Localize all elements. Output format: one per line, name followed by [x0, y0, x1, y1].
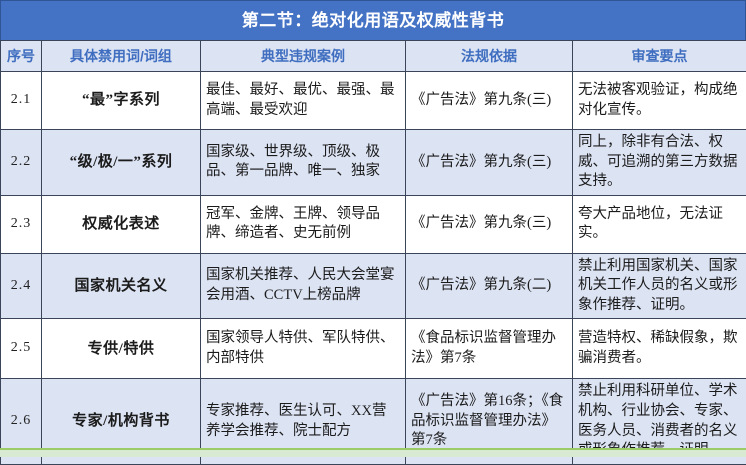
- cell-case: 国家级、世界级、顶级、极品、第一品牌、唯一、独家: [201, 130, 406, 196]
- cell-no: 2.5: [1, 319, 42, 379]
- cell-word: “最”字系列: [42, 72, 201, 130]
- cell-no: 2.2: [1, 130, 42, 196]
- column-header-word: 具体禁用词/词组: [42, 41, 201, 72]
- table-header-row: 序号 具体禁用词/词组 典型违规案例 法规依据 审查要点: [1, 41, 746, 72]
- cell-word: “级/极/一”系列: [42, 130, 201, 196]
- cell-review: 夸大产品地位，无法证实。: [573, 195, 746, 253]
- cell-no: 2.3: [1, 195, 42, 253]
- cell-law: 《食品标识监督管理办法》第7条: [406, 319, 573, 379]
- table-row: 2.5 专供/特供 国家领导人特供、军队特供、内部特供 《食品标识监督管理办法》…: [1, 319, 746, 379]
- cell-case: 最佳、最好、最优、最强、最高端、最受欢迎: [201, 72, 406, 130]
- prohibited-words-table: 序号 具体禁用词/词组 典型违规案例 法规依据 审查要点 2.1 “最”字系列 …: [0, 40, 746, 465]
- cell-law: 《广告法》第九条(三): [406, 195, 573, 253]
- cell-law: 《广告法》第九条(三): [406, 130, 573, 196]
- page-title: 第二节：绝对化用语及权威性背书: [242, 12, 505, 29]
- cell-review: 禁止利用国家机关、国家机关工作人员的名义或形象作推荐、证明。: [573, 253, 746, 319]
- cell-no: 2.4: [1, 253, 42, 319]
- cell-review: 同上，除非有合法、权威、可追溯的第三方数据支持。: [573, 130, 746, 196]
- cell-no: 2.1: [1, 72, 42, 130]
- table-body: 2.1 “最”字系列 最佳、最好、最优、最强、最高端、最受欢迎 《广告法》第九条…: [1, 72, 746, 465]
- cell-word: 专供/特供: [42, 319, 201, 379]
- cell-case: 国家领导人特供、军队特供、内部特供: [201, 319, 406, 379]
- section-title-bar: 第二节：绝对化用语及权威性背书: [0, 0, 746, 40]
- table-row: 2.1 “最”字系列 最佳、最好、最优、最强、最高端、最受欢迎 《广告法》第九条…: [1, 72, 746, 130]
- cell-word: 国家机关名义: [42, 253, 201, 319]
- table-row: 2.3 权威化表述 冠军、金牌、王牌、领导品牌、缔造者、史无前例 《广告法》第九…: [1, 195, 746, 253]
- cell-law: 《广告法》第九条(三): [406, 72, 573, 130]
- column-header-law: 法规依据: [406, 41, 573, 72]
- column-header-case: 典型违规案例: [201, 41, 406, 72]
- cell-case: 冠军、金牌、王牌、领导品牌、缔造者、史无前例: [201, 195, 406, 253]
- bottom-accent-strip: [0, 448, 746, 457]
- cell-review: 营造特权、稀缺假象，欺骗消费者。: [573, 319, 746, 379]
- cell-case: 国家机关推荐、人民大会堂宴会用酒、CCTV上榜品牌: [201, 253, 406, 319]
- table-row: 2.4 国家机关名义 国家机关推荐、人民大会堂宴会用酒、CCTV上榜品牌 《广告…: [1, 253, 746, 319]
- table-row: 2.2 “级/极/一”系列 国家级、世界级、顶级、极品、第一品牌、唯一、独家 《…: [1, 130, 746, 196]
- cell-review: 无法被客观验证，构成绝对化宣传。: [573, 72, 746, 130]
- cell-word: 权威化表述: [42, 195, 201, 253]
- column-header-no: 序号: [1, 41, 42, 72]
- cell-law: 《广告法》第九条(二): [406, 253, 573, 319]
- column-header-review: 审查要点: [573, 41, 746, 72]
- table-header: 序号 具体禁用词/词组 典型违规案例 法规依据 审查要点: [1, 41, 746, 72]
